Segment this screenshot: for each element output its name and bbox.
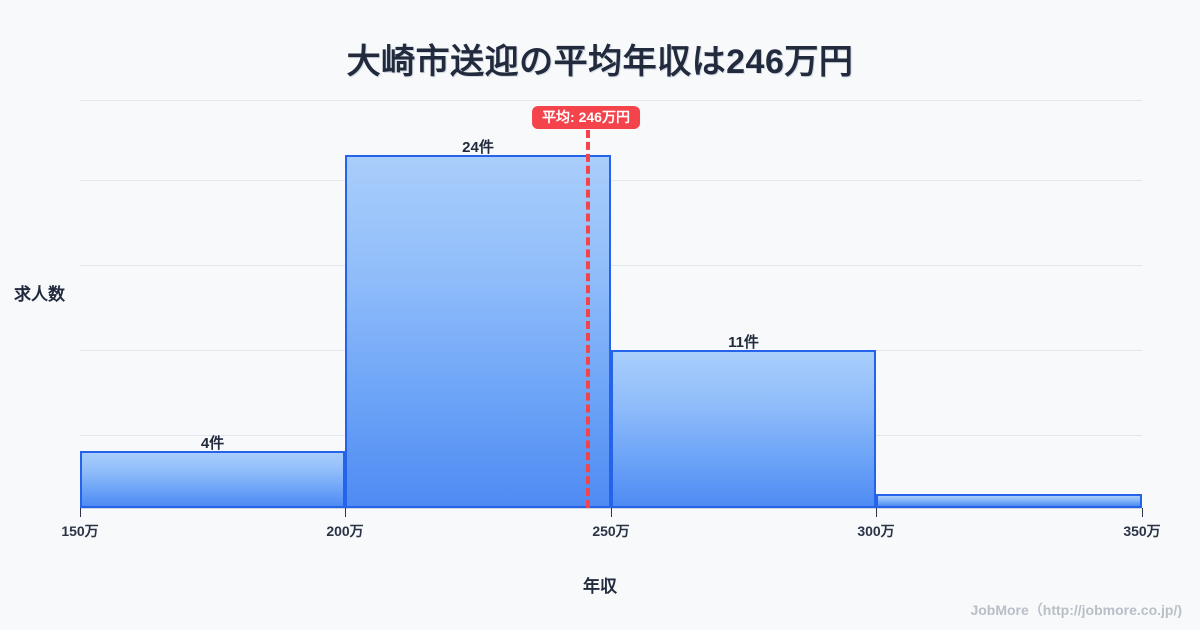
chart-title: 大崎市送迎の平均年収は246万円 [346, 43, 854, 81]
bar-value-label-2: 24件 [462, 139, 494, 156]
x-axis-title: 年収 [583, 577, 617, 596]
gridline [80, 265, 1142, 266]
x-axis-tick-label-250: 250万 [592, 523, 630, 539]
bar-300-350[interactable] [876, 494, 1142, 508]
bar-200-250[interactable] [345, 155, 611, 508]
x-axis-tick-label-150: 150万 [61, 523, 99, 539]
bar-150-200[interactable] [80, 451, 345, 508]
x-axis-tick [1142, 508, 1143, 517]
x-axis-tick [80, 508, 81, 517]
x-axis-tick-label-200: 200万 [326, 523, 364, 539]
average-badge[interactable]: 平均: 246万円 [532, 106, 640, 129]
x-axis-tick [611, 508, 612, 517]
gridline [80, 100, 1142, 101]
average-line [586, 130, 590, 508]
x-axis-tick-label-300: 300万 [857, 523, 895, 539]
x-axis-tick-label-350: 350万 [1123, 523, 1161, 539]
y-axis-title: 求人数 [14, 285, 65, 304]
bar-value-label-3: 11件 [728, 334, 759, 351]
bar-250-300[interactable] [611, 350, 876, 508]
x-axis-tick [345, 508, 346, 517]
watermark-footer: JobMore（http://jobmore.co.jp/) [970, 602, 1182, 618]
gridline [80, 180, 1142, 181]
x-axis-tick [876, 508, 877, 517]
bar-value-label-1: 4件 [200, 435, 225, 452]
plot-area [80, 100, 1142, 508]
